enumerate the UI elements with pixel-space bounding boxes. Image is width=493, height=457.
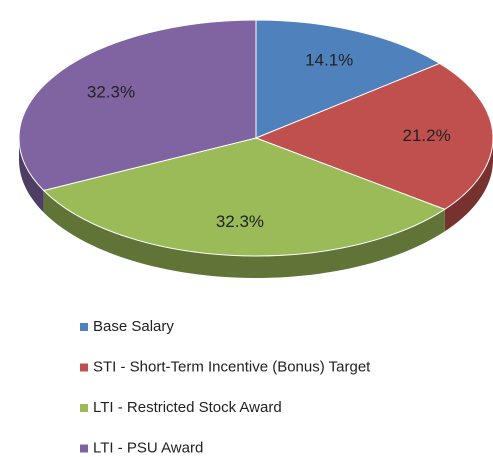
legend-label: LTI - PSU Award <box>93 439 203 456</box>
legend-swatch <box>80 404 88 412</box>
legend-label: Base Salary <box>93 318 174 335</box>
legend-label: STI - Short-Term Incentive (Bonus) Targe… <box>93 358 371 375</box>
pie-slice <box>42 137 446 257</box>
pie-slice-side <box>19 138 44 213</box>
legend-swatch <box>80 363 88 372</box>
legend-swatch <box>80 444 88 453</box>
data-label: 14.1% <box>305 51 353 70</box>
pie-slice <box>255 19 441 139</box>
pie-slice-side <box>444 138 493 232</box>
pie-slice <box>18 19 257 192</box>
legend-swatch <box>80 323 88 331</box>
data-label: 32.3% <box>216 212 264 231</box>
data-label: 21.2% <box>403 126 451 145</box>
pie-slice-side <box>43 190 445 278</box>
legend-label: LTI - Restricted Stock Award <box>93 399 282 416</box>
data-label: 32.3% <box>87 83 135 102</box>
